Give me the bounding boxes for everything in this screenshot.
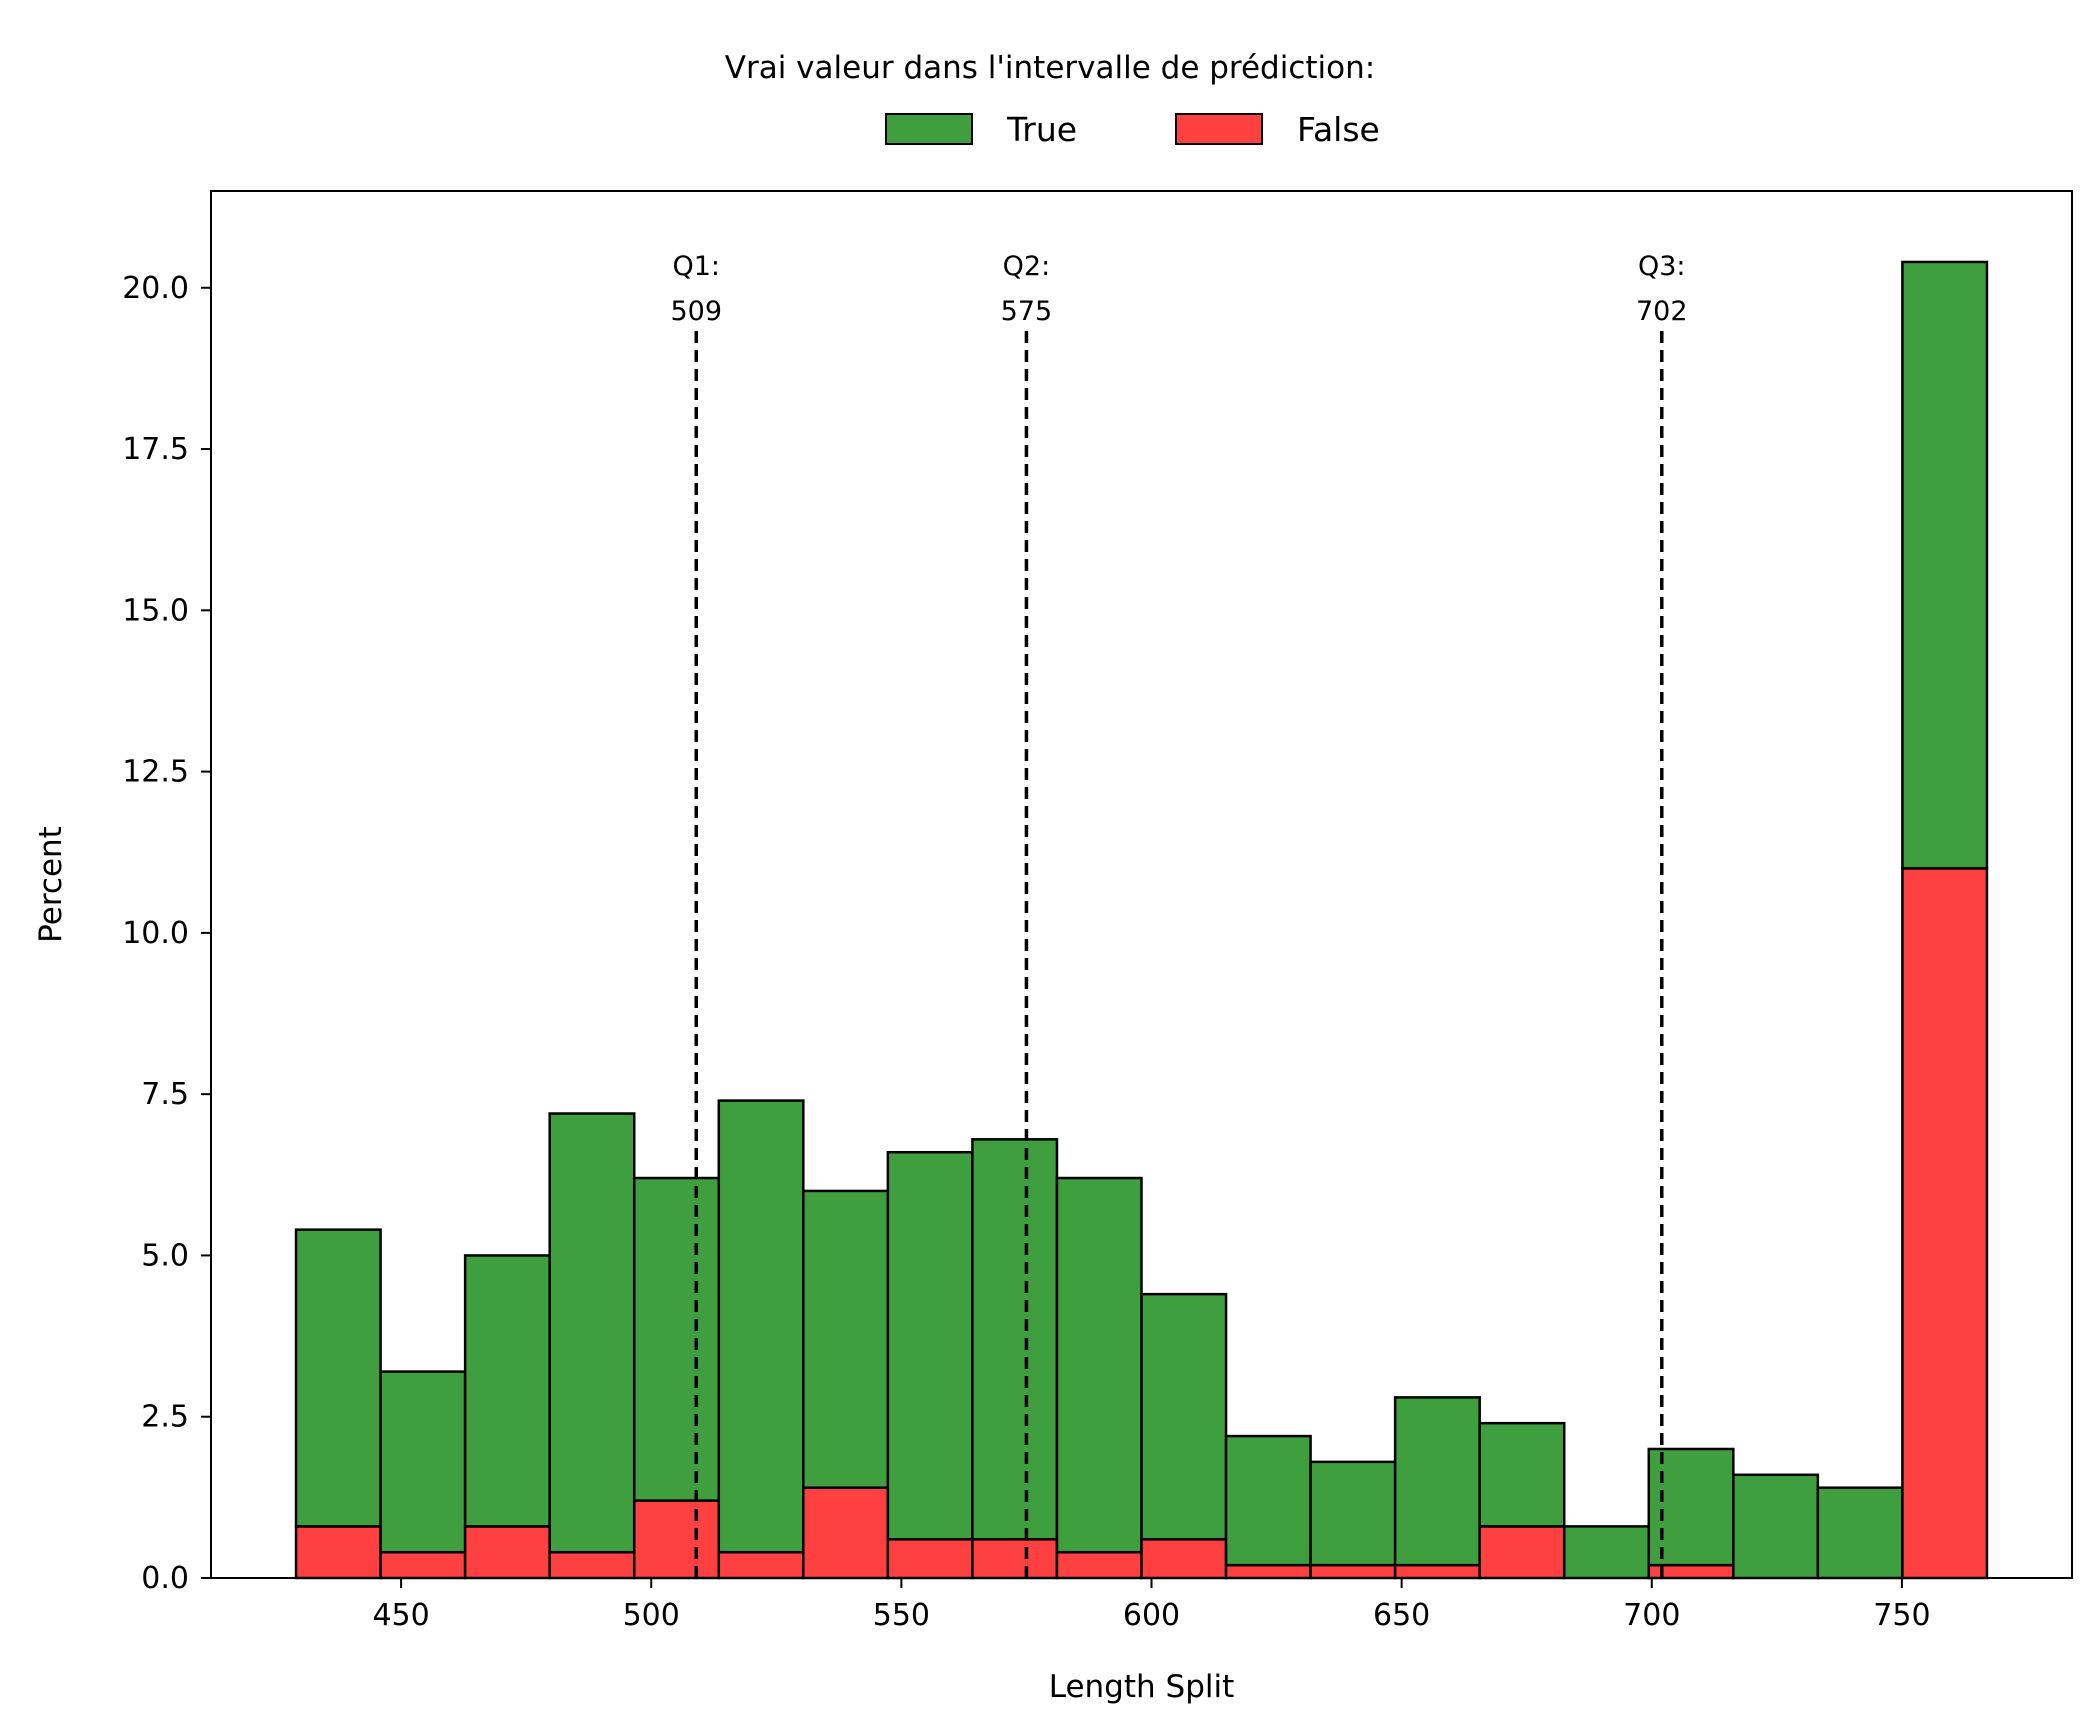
x-tick-label: 600	[1123, 1598, 1180, 1633]
x-tick-label: 450	[372, 1598, 429, 1633]
quartile-layer: Q1: 509 Q2: 575 Q3: 702	[670, 251, 1688, 1578]
bar-false-12	[1309, 1563, 1397, 1580]
bar-true-8	[971, 1138, 1059, 1541]
bar-false-4	[632, 1499, 721, 1580]
y-tick-label: 20.0	[122, 271, 189, 306]
x-axis: 450 500 550 600 650 700 750	[372, 1578, 1931, 1633]
y-tick-label: 2.5	[141, 1400, 189, 1435]
y-tick-label: 10.0	[122, 916, 189, 951]
bar-true-3	[548, 1112, 636, 1554]
legend-label-false: False	[1297, 110, 1380, 149]
bar-true-2	[463, 1254, 551, 1528]
bar-false-14	[1478, 1525, 1566, 1580]
y-tick-label: 12.5	[122, 755, 189, 790]
bar-false-5	[717, 1550, 805, 1580]
bar-false-7	[886, 1538, 974, 1580]
plot-frame	[210, 190, 2073, 1579]
bar-true-6	[802, 1189, 890, 1489]
bar-true-15	[1562, 1525, 1651, 1580]
bar-true-12	[1309, 1460, 1397, 1567]
bar-true-4	[632, 1176, 721, 1502]
bar-false-1	[379, 1550, 467, 1580]
x-tick-label: 700	[1623, 1598, 1680, 1633]
bar-false-0	[294, 1525, 382, 1580]
y-tick-label: 5.0	[141, 1238, 189, 1273]
bar-true-7	[886, 1150, 974, 1541]
y-tick-label: 17.5	[122, 432, 189, 467]
bar-true-9	[1055, 1176, 1143, 1554]
bar-true-5	[717, 1099, 805, 1554]
bar-false-9	[1055, 1550, 1143, 1580]
quartile-label-2: Q2:	[1003, 251, 1051, 282]
x-tick-label: 500	[623, 1598, 680, 1633]
bars-layer	[294, 260, 1989, 1580]
legend-title: Vrai valeur dans l'intervalle de prédict…	[725, 50, 1375, 86]
bar-false-13	[1393, 1563, 1481, 1580]
bar-true-14	[1478, 1421, 1566, 1528]
bar-true-13	[1393, 1396, 1481, 1567]
y-axis-label: Percent	[33, 826, 69, 943]
legend-label-true: True	[1006, 110, 1077, 149]
y-tick-label: 15.0	[122, 593, 189, 628]
bar-true-11	[1224, 1434, 1312, 1567]
bar-false-11	[1224, 1563, 1312, 1580]
y-axis: 0.0 2.5 5.0 7.5 10.0 12.5 15.0 17.5 20.0	[122, 271, 211, 1596]
bar-true-1	[379, 1370, 467, 1554]
quartile-value-3: 702	[1636, 296, 1688, 327]
bar-false-8	[971, 1538, 1059, 1580]
x-tick-label: 650	[1373, 1598, 1430, 1633]
quartile-value-1: 509	[670, 296, 722, 327]
x-axis-label: Length Split	[1049, 1669, 1235, 1705]
x-tick-label: 750	[1873, 1598, 1930, 1633]
bar-false-10	[1140, 1538, 1228, 1580]
legend-swatch-true	[885, 113, 973, 145]
bar-false-6	[802, 1486, 890, 1580]
y-tick-label: 0.0	[141, 1561, 189, 1596]
bar-true-19	[1901, 260, 1989, 870]
bar-false-3	[548, 1550, 636, 1580]
x-tick-label: 550	[873, 1598, 930, 1633]
legend: Vrai valeur dans l'intervalle de prédict…	[725, 50, 1380, 149]
bar-true-18	[1816, 1486, 1904, 1580]
bar-true-0	[294, 1228, 382, 1528]
legend-swatch-false	[1175, 113, 1263, 145]
bar-true-17	[1732, 1473, 1820, 1580]
bar-true-10	[1140, 1292, 1228, 1541]
bar-false-2	[463, 1525, 551, 1580]
y-tick-label: 7.5	[141, 1077, 189, 1112]
bar-true-16	[1647, 1447, 1735, 1567]
quartile-value-2: 575	[1001, 296, 1053, 327]
quartile-label-3: Q3:	[1638, 251, 1686, 282]
quartile-label-1: Q1:	[672, 251, 720, 282]
bar-false-19	[1901, 867, 1989, 1580]
